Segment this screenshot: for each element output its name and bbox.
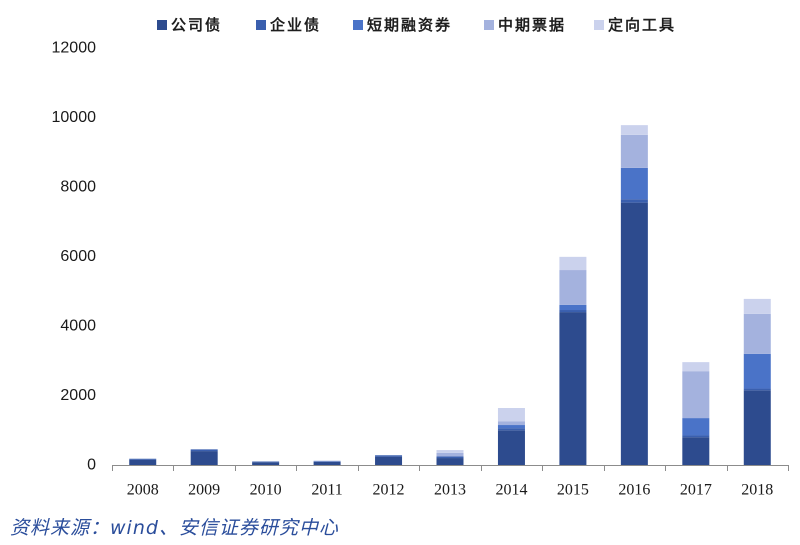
bar-2018-series-1 xyxy=(743,390,771,465)
bar-stack-2018 xyxy=(743,298,771,465)
bar-2014-series-5 xyxy=(497,408,525,422)
y-tick-label-12000: 12000 xyxy=(52,40,97,57)
x-tick-label-2013: 2013 xyxy=(434,482,466,499)
legend-swatch-5 xyxy=(594,20,604,30)
bar-2014-series-1 xyxy=(497,430,525,465)
bar-2015-series-4 xyxy=(559,270,587,305)
y-tick-label-8000: 8000 xyxy=(60,179,96,196)
bar-stack-2013 xyxy=(436,450,464,465)
bar-2012-series-1 xyxy=(375,456,403,465)
bar-2016-series-1 xyxy=(620,202,648,465)
bar-2017-series-5 xyxy=(682,362,710,372)
y-tick-label-10000: 10000 xyxy=(52,109,97,126)
bar-2017-series-3 xyxy=(682,418,710,436)
bar-2009-series-2 xyxy=(190,449,218,452)
bar-2017-series-1 xyxy=(682,437,710,465)
legend-item-3: 短期融资券 xyxy=(353,16,452,34)
bar-2011-series-2 xyxy=(313,461,341,462)
bar-2014-series-2 xyxy=(497,428,525,431)
legend: 公司债 企业债 短期融资券 中期票据 定向工具 xyxy=(157,16,676,34)
bar-2013-series-5 xyxy=(436,450,464,453)
legend-swatch-2 xyxy=(256,20,266,30)
legend-swatch-1 xyxy=(157,20,167,30)
bar-2012-series-2 xyxy=(375,455,403,457)
x-tick-label-2009: 2009 xyxy=(188,482,220,499)
y-axis-tick-labels: 0 2000 4000 6000 8000 10000 12000 xyxy=(52,40,97,474)
bar-2017-series-2 xyxy=(682,435,710,438)
x-axis-ticks xyxy=(112,465,789,471)
x-tick-label-2018: 2018 xyxy=(741,482,773,499)
bar-2014-series-3 xyxy=(497,425,525,429)
bar-2010-series-1 xyxy=(252,462,280,465)
y-tick-label-4000: 4000 xyxy=(60,318,96,335)
legend-swatch-3 xyxy=(353,20,363,30)
legend-label-1: 公司债 xyxy=(171,16,222,34)
x-tick-label-2014: 2014 xyxy=(495,482,527,499)
bar-2013-series-4 xyxy=(436,452,464,457)
y-tick-label-6000: 6000 xyxy=(60,248,96,265)
bar-2013-series-2 xyxy=(436,456,464,459)
bar-2015-series-3 xyxy=(559,304,587,311)
x-tick-label-2010: 2010 xyxy=(250,482,282,499)
bar-stack-2014 xyxy=(497,408,525,465)
bar-2013-series-1 xyxy=(436,458,464,465)
x-tick-label-2016: 2016 xyxy=(618,482,650,499)
bar-2008-series-2 xyxy=(129,458,157,460)
legend-label-2: 企业债 xyxy=(269,16,321,34)
legend-label-4: 中期票据 xyxy=(498,16,566,34)
bar-2011-series-4 xyxy=(313,460,341,462)
bar-2017-series-4 xyxy=(682,371,710,419)
legend-item-5: 定向工具 xyxy=(594,16,676,34)
bar-2015-series-1 xyxy=(559,312,587,465)
bar-stack-2008 xyxy=(129,458,157,465)
y-tick-label-2000: 2000 xyxy=(60,387,96,404)
bar-stack-2010 xyxy=(252,461,280,465)
bar-stack-2012 xyxy=(375,455,403,465)
bar-2016-series-5 xyxy=(620,125,648,135)
bar-2018-series-2 xyxy=(743,388,771,391)
bar-2011-series-1 xyxy=(313,461,341,465)
bars xyxy=(129,125,771,465)
bar-stack-2017 xyxy=(682,362,710,465)
bar-2011-series-5 xyxy=(313,460,341,461)
bar-2016-series-4 xyxy=(620,134,648,168)
legend-label-3: 短期融资券 xyxy=(367,16,452,34)
x-axis-tick-labels: 2008 2009 2010 2011 2012 2013 2014 2015 2016 2017… xyxy=(127,482,774,499)
bar-2016-series-3 xyxy=(620,167,648,200)
bar-2015-series-2 xyxy=(559,310,587,313)
bar-2009-series-1 xyxy=(190,451,218,465)
y-tick-label-0: 0 xyxy=(87,457,96,474)
legend-label-5: 定向工具 xyxy=(608,16,676,34)
bar-2015-series-5 xyxy=(559,256,587,271)
bar-2014-series-4 xyxy=(497,421,525,426)
bar-2018-series-3 xyxy=(743,353,771,389)
x-tick-label-2015: 2015 xyxy=(557,482,589,499)
x-tick-label-2008: 2008 xyxy=(127,482,159,499)
legend-swatch-4 xyxy=(484,20,494,30)
bar-2010-series-2 xyxy=(252,461,280,463)
bar-2008-series-1 xyxy=(129,459,157,465)
x-tick-label-2011: 2011 xyxy=(311,482,342,499)
source-note: 资料来源：wind、安信证券研究中心 xyxy=(10,517,339,539)
x-tick-label-2012: 2012 xyxy=(373,482,405,499)
bar-2016-series-2 xyxy=(620,199,648,203)
legend-item-1: 公司债 xyxy=(157,16,222,34)
bar-stack-2011 xyxy=(313,460,341,465)
bar-2018-series-5 xyxy=(743,298,771,314)
legend-item-4: 中期票据 xyxy=(484,16,566,34)
legend-item-2: 企业债 xyxy=(256,16,321,34)
bar-stack-2009 xyxy=(190,449,218,465)
bar-stack-2015 xyxy=(559,256,587,465)
bar-2018-series-4 xyxy=(743,313,771,354)
bar-stack-2016 xyxy=(620,125,648,465)
x-tick-label-2017: 2017 xyxy=(680,482,712,499)
